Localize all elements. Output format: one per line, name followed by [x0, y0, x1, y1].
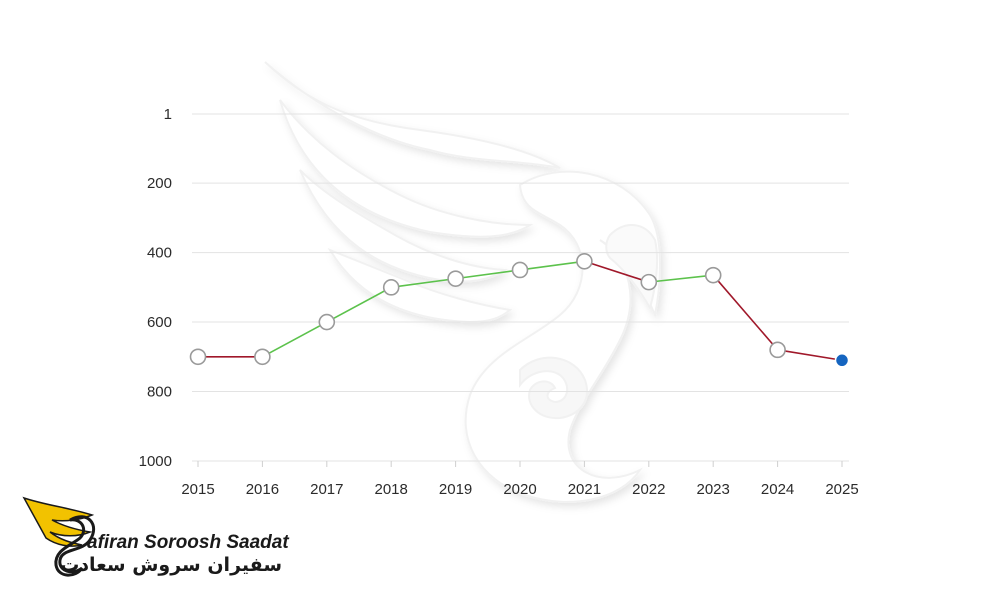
y-tick-label: 400: [147, 245, 172, 262]
x-tick-label: 2025: [825, 481, 858, 498]
logo-name-persian: سفیران سروش سعادت: [60, 554, 282, 576]
line-segment-2022-2023: [648, 274, 714, 283]
x-tick-label: 2021: [568, 481, 601, 498]
line-segment-2021-2022: [584, 260, 650, 283]
line-segment-2020-2021: [519, 260, 585, 271]
x-tick-label: 2017: [310, 481, 343, 498]
x-tick-label: 2016: [246, 481, 279, 498]
line-segment-2017-2018: [326, 286, 392, 323]
y-tick-label: 800: [147, 384, 172, 401]
x-axis-ticks: 2015 2016 2017 2018 2019 2020 2021 2022 2023 2024…: [181, 461, 859, 498]
y-tick-label: 1: [164, 106, 172, 123]
logo-swan: [54, 515, 96, 577]
y-axis-ticks: 1 200 400 600 800 1000: [139, 106, 172, 470]
data-point-2015[interactable]: [189, 348, 207, 366]
x-tick-label: 2023: [697, 481, 730, 498]
x-tick-label: 2015: [181, 481, 214, 498]
y-tick-label: 200: [147, 175, 172, 192]
line-segment-2016-2017: [262, 321, 328, 358]
data-point-2019[interactable]: [447, 270, 464, 287]
data-point-2023[interactable]: [704, 266, 722, 284]
x-tick-label: 2018: [375, 481, 408, 498]
data-point-2020[interactable]: [511, 261, 529, 279]
x-tick-label: 2020: [503, 481, 536, 498]
data-point-2025[interactable]: [834, 353, 850, 368]
x-tick-label: 2019: [439, 481, 472, 498]
golden-wing-logo-icon: [22, 496, 96, 577]
data-point-2016[interactable]: [254, 348, 271, 366]
data-point-2022[interactable]: [640, 273, 658, 291]
x-tick-label: 2022: [632, 481, 665, 498]
y-tick-label: 600: [147, 314, 172, 331]
data-point-2024[interactable]: [769, 341, 786, 359]
logo-name-english: afiran Soroosh Saadat: [87, 532, 289, 553]
line-segment-2019-2020: [455, 269, 521, 280]
company-logo: afiran Soroosh Saadat سفیران سروش سعادت: [22, 496, 289, 577]
swan-wing-watermark-icon: [264, 61, 661, 503]
data-point-2021[interactable]: [576, 252, 593, 270]
line-segment-2023-2024: [712, 274, 779, 351]
series-markers: [189, 252, 850, 368]
data-point-2018[interactable]: [382, 279, 400, 296]
line-segment-2018-2019: [391, 277, 456, 289]
data-point-2017[interactable]: [318, 313, 336, 331]
y-tick-label: 1000: [139, 453, 172, 470]
x-tick-label: 2024: [761, 481, 794, 498]
line-segment-2024-2025: [777, 349, 843, 362]
series-line: [198, 260, 843, 362]
